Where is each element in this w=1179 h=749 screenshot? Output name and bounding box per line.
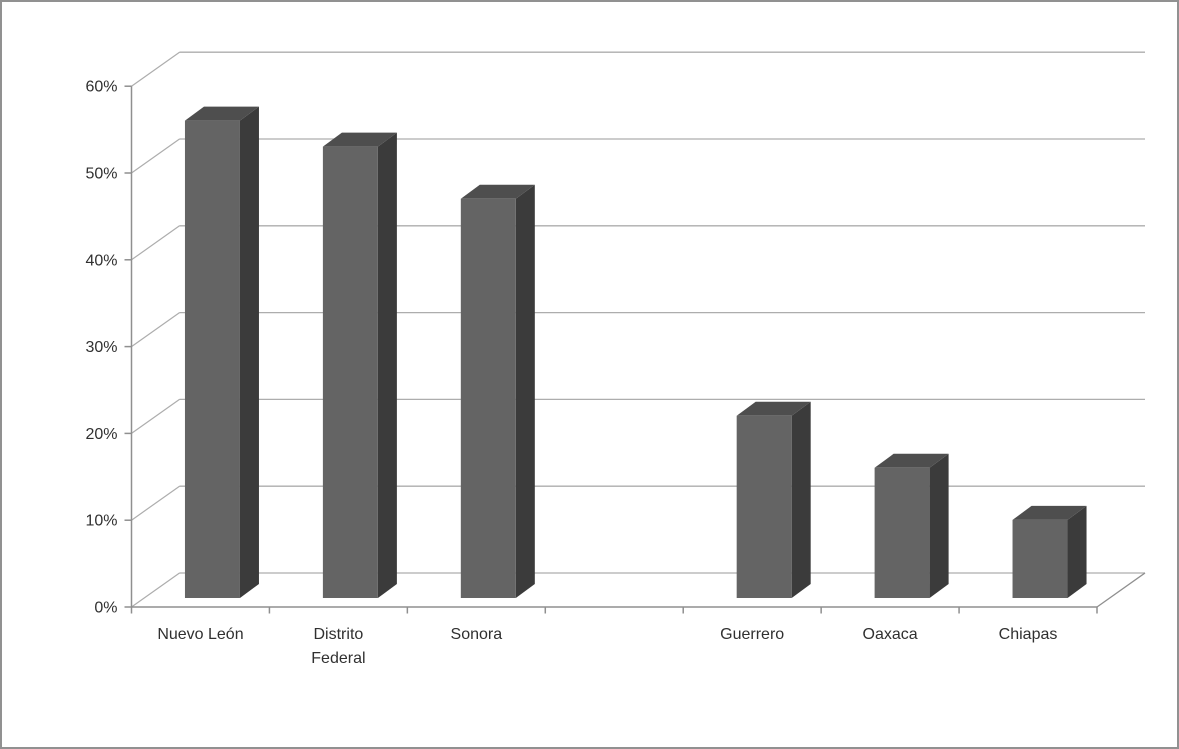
bar-side-face bbox=[791, 401, 811, 598]
bar-sonora bbox=[460, 184, 535, 598]
bar-side-face bbox=[515, 184, 535, 598]
y-axis-label: 20% bbox=[85, 426, 117, 443]
bar-side-face bbox=[929, 453, 949, 598]
floor-right-edge bbox=[1096, 572, 1146, 608]
y-axis-label: 10% bbox=[85, 513, 117, 530]
gridline-connector bbox=[131, 398, 180, 434]
y-axis-label: 30% bbox=[85, 339, 117, 356]
bar-top-face bbox=[1012, 505, 1087, 520]
gridline-connector bbox=[131, 572, 180, 608]
gridline-connector bbox=[131, 225, 180, 261]
x-axis-category-label: Nuevo León bbox=[157, 626, 243, 643]
bar-guerrero bbox=[736, 401, 811, 598]
gridline-connector bbox=[131, 485, 180, 521]
y-axis-label: 40% bbox=[85, 252, 117, 269]
x-axis-category-label: Distrito bbox=[314, 626, 364, 643]
bar-top-face bbox=[874, 453, 949, 468]
bar-front-face bbox=[874, 467, 930, 598]
x-axis-category-label: Oaxaca bbox=[863, 626, 918, 643]
bar-top-face bbox=[736, 401, 811, 416]
bar-top-face bbox=[184, 106, 259, 121]
bar-front-face bbox=[736, 415, 792, 598]
bar-side-face bbox=[239, 106, 259, 598]
y-axis-label: 0% bbox=[94, 600, 117, 617]
x-axis-category-label: Federal bbox=[311, 650, 365, 667]
bar-front-face bbox=[460, 198, 516, 598]
x-axis-category-label: Sonora bbox=[451, 626, 503, 643]
gridline-connector bbox=[131, 138, 180, 174]
x-axis-category-label: Chiapas bbox=[999, 626, 1058, 643]
bar-oaxaca bbox=[874, 453, 949, 598]
bar-top-face bbox=[460, 184, 535, 199]
bar-front-face bbox=[184, 120, 240, 598]
y-axis-label: 60% bbox=[85, 79, 117, 96]
y-axis-label: 50% bbox=[85, 166, 117, 183]
bar-front-face bbox=[322, 146, 378, 598]
gridline-connector bbox=[131, 51, 180, 87]
bar-nuevo-leon bbox=[184, 106, 259, 598]
bar-side-face bbox=[377, 132, 397, 598]
gridline-connector bbox=[131, 312, 180, 348]
bar-side-face bbox=[1067, 505, 1087, 598]
x-axis-category-label: Guerrero bbox=[720, 626, 784, 643]
bar-top-face bbox=[322, 132, 397, 147]
bar-chiapas bbox=[1012, 505, 1087, 598]
bar-distrito-federal bbox=[322, 132, 397, 598]
bar-front-face bbox=[1012, 519, 1068, 598]
